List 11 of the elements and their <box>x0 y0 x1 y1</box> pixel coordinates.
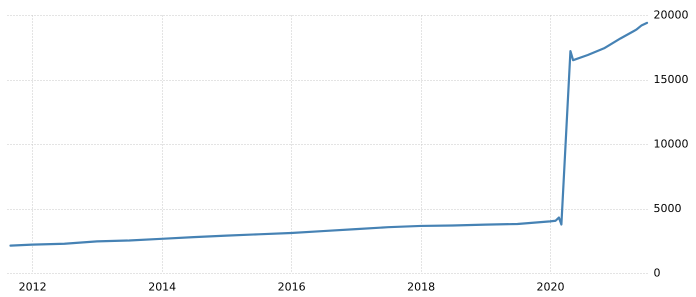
x-tick-label: 2020 <box>536 280 565 294</box>
y-tick-label: 5000 <box>654 202 682 215</box>
x-tick-label: 2016 <box>278 280 306 294</box>
y-tick-label: 0 <box>654 266 660 280</box>
y-tick-label: 15000 <box>654 73 688 86</box>
x-tick-label: 2018 <box>407 280 436 294</box>
y-tick-label: 10000 <box>654 138 688 150</box>
y-tick-label: 20000 <box>654 8 688 22</box>
x-tick-label: 2012 <box>18 280 47 294</box>
line-series <box>9 22 648 247</box>
x-tick-label: 2014 <box>148 280 176 294</box>
